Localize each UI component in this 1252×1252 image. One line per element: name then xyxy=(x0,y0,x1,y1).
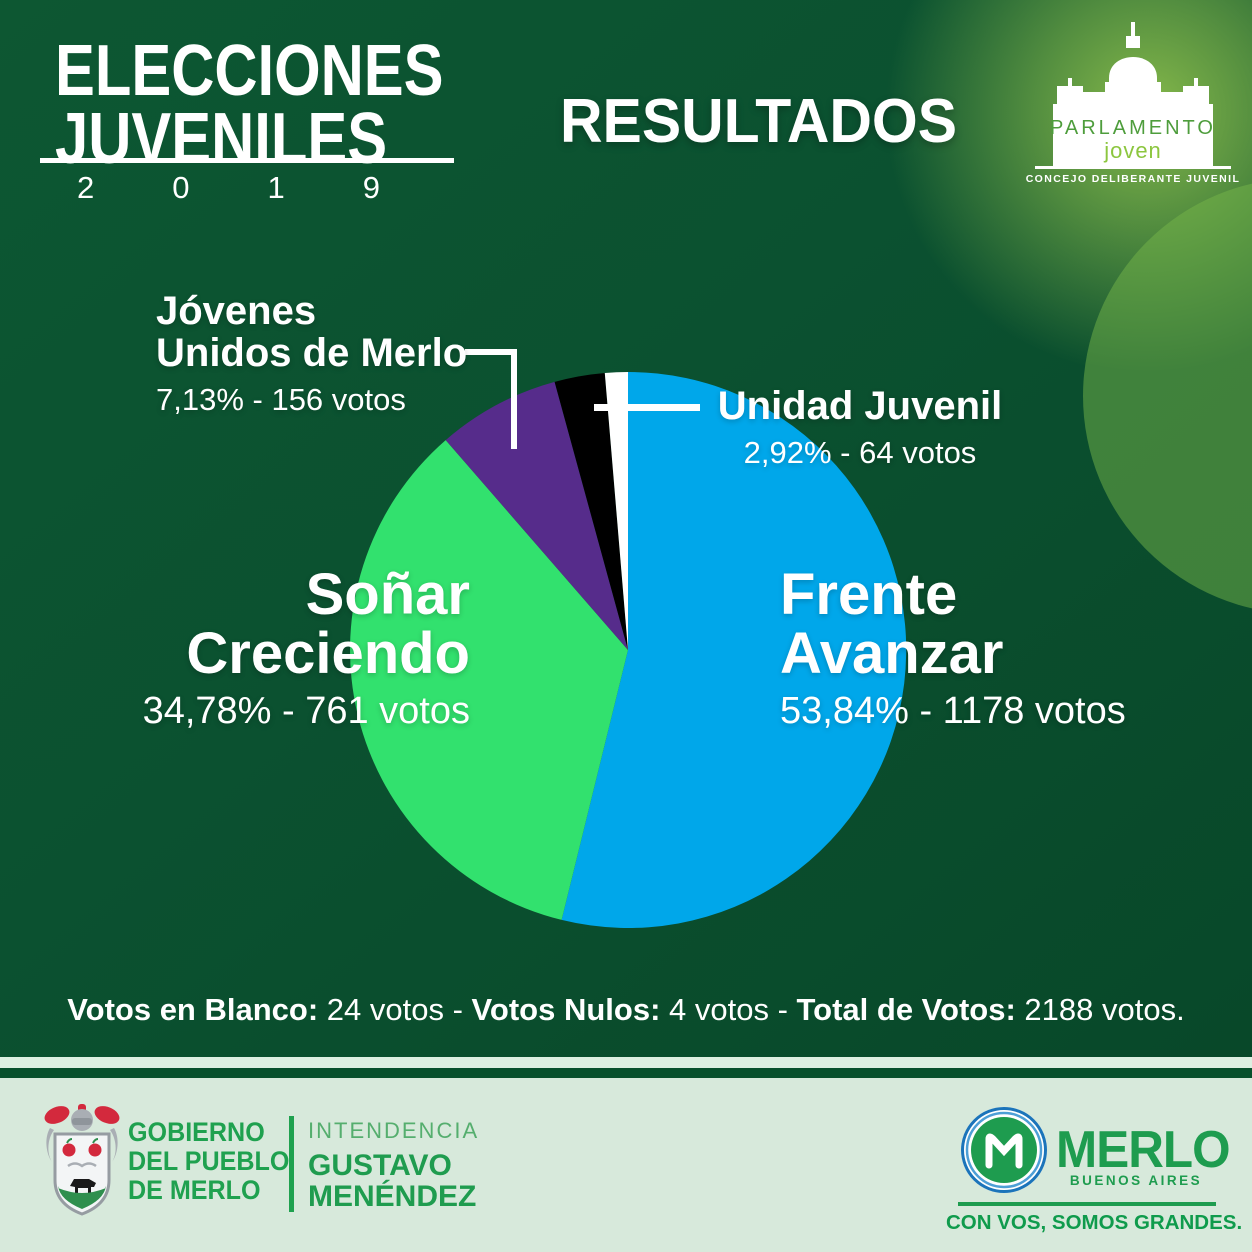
results-heading: RESULTADOS xyxy=(560,87,958,156)
blanco-value: 24 votos - xyxy=(318,992,472,1027)
merlo-slogan: CON VOS, SOMOS GRANDES. xyxy=(946,1211,1243,1234)
gobierno-line2: DEL PUEBLO xyxy=(128,1146,290,1176)
pie-slice-so-ar-creciendo xyxy=(350,440,628,920)
label-jovenes-line2: Unidos de Merlo xyxy=(156,331,468,375)
label-sonar-caption: 34,78% - 761 votos xyxy=(142,690,470,732)
label-unidad-line1: Unidad Juvenil xyxy=(717,384,1003,428)
title-block: ELECCIONES JUVENILES 2019 xyxy=(40,30,475,205)
label-sonar-creciendo: Soñar Creciendo 34,78% - 761 votos xyxy=(100,565,470,733)
merlo-rule-line xyxy=(958,1202,1216,1206)
pie-slice-blank xyxy=(604,372,628,650)
callout-line-unidad xyxy=(594,404,700,411)
intendencia-block: INTENDENCIA GUSTAVO MENÉNDEZ xyxy=(308,1118,479,1212)
title-line-1: ELECCIONES xyxy=(55,31,444,111)
parlamento-text: PARLAMENTO xyxy=(1050,117,1216,139)
votes-summary: Votos en Blanco: 24 votos - Votos Nulos:… xyxy=(0,992,1252,1028)
label-frente-line1: Frente xyxy=(780,562,958,627)
blanco-label: Votos en Blanco: xyxy=(67,992,319,1027)
label-unidad-juvenil: Unidad Juvenil 2,92% - 64 votos xyxy=(710,385,1010,471)
footer: GOBIERNO DEL PUEBLO DE MERLO INTENDENCIA… xyxy=(0,1078,1252,1252)
title-year: 2019 xyxy=(77,170,458,205)
divider-strip-dark xyxy=(0,1068,1252,1078)
merlo-coat-of-arms-icon xyxy=(44,1104,120,1216)
intendencia-label: INTENDENCIA xyxy=(308,1118,480,1143)
label-sonar-line1: Soñar xyxy=(305,562,470,627)
pie-slice-unidad-juvenil xyxy=(554,373,628,650)
pie-slice-j-venes-unidos-de-merlo xyxy=(445,381,628,650)
callout-line-jovenes-vertical xyxy=(511,349,517,449)
main-background: ELECCIONES JUVENILES 2019 RESULTADOS xyxy=(0,0,1252,1057)
pie-slice-frente-avanzar xyxy=(561,371,907,928)
label-sonar-line2: Creciendo xyxy=(186,621,470,686)
intendencia-name-line1: GUSTAVO xyxy=(308,1149,452,1182)
parlamento-joven-logo: PARLAMENTO joven CONCEJO DELIBERANTE JUV… xyxy=(1026,22,1239,185)
nulos-label: Votos Nulos: xyxy=(471,992,661,1027)
parliament-building-icon: PARLAMENTO joven xyxy=(1050,22,1216,166)
gobierno-text-block: GOBIERNO DEL PUEBLO DE MERLO xyxy=(128,1118,289,1205)
label-jovenes-caption: 7,13% - 156 votos xyxy=(156,382,406,417)
footer-divider-line xyxy=(289,1116,294,1212)
gobierno-line3: DE MERLO xyxy=(128,1175,261,1205)
logo-subtitle: CONCEJO DELIBERANTE JUVENIL xyxy=(1025,173,1241,185)
divider-strip-light xyxy=(0,1057,1252,1068)
merlo-m-logo-icon xyxy=(961,1107,1047,1193)
label-frente-caption: 53,84% - 1178 votos xyxy=(780,690,1126,732)
total-label: Total de Votos: xyxy=(796,992,1016,1027)
merlo-wordmark: MERLO xyxy=(1056,1121,1231,1179)
label-jovenes-line1: Jóvenes xyxy=(156,289,317,333)
merlo-subtitle: BUENOS AIRES xyxy=(1069,1173,1203,1188)
logo-divider-line xyxy=(1035,166,1231,169)
gobierno-line1: GOBIERNO xyxy=(128,1117,265,1147)
joven-text: joven xyxy=(1103,138,1162,163)
total-value: 2188 votos. xyxy=(1015,992,1185,1027)
pie-chart xyxy=(350,371,907,928)
nulos-value: 4 votos - xyxy=(660,992,797,1027)
label-jovenes-unidos: Jóvenes Unidos de Merlo 7,13% - 156 voto… xyxy=(156,290,476,418)
label-frente-line2: Avanzar xyxy=(780,621,1004,686)
title-line-2: JUVENILES xyxy=(55,99,388,179)
label-frente-avanzar: Frente Avanzar 53,84% - 1178 votos xyxy=(780,565,1180,733)
title-underline xyxy=(40,158,454,163)
decorative-circle xyxy=(1083,178,1252,614)
label-unidad-caption: 2,92% - 64 votos xyxy=(743,435,977,470)
intendencia-name-line2: MENÉNDEZ xyxy=(308,1180,477,1213)
callout-line-jovenes-horizontal xyxy=(465,349,517,355)
